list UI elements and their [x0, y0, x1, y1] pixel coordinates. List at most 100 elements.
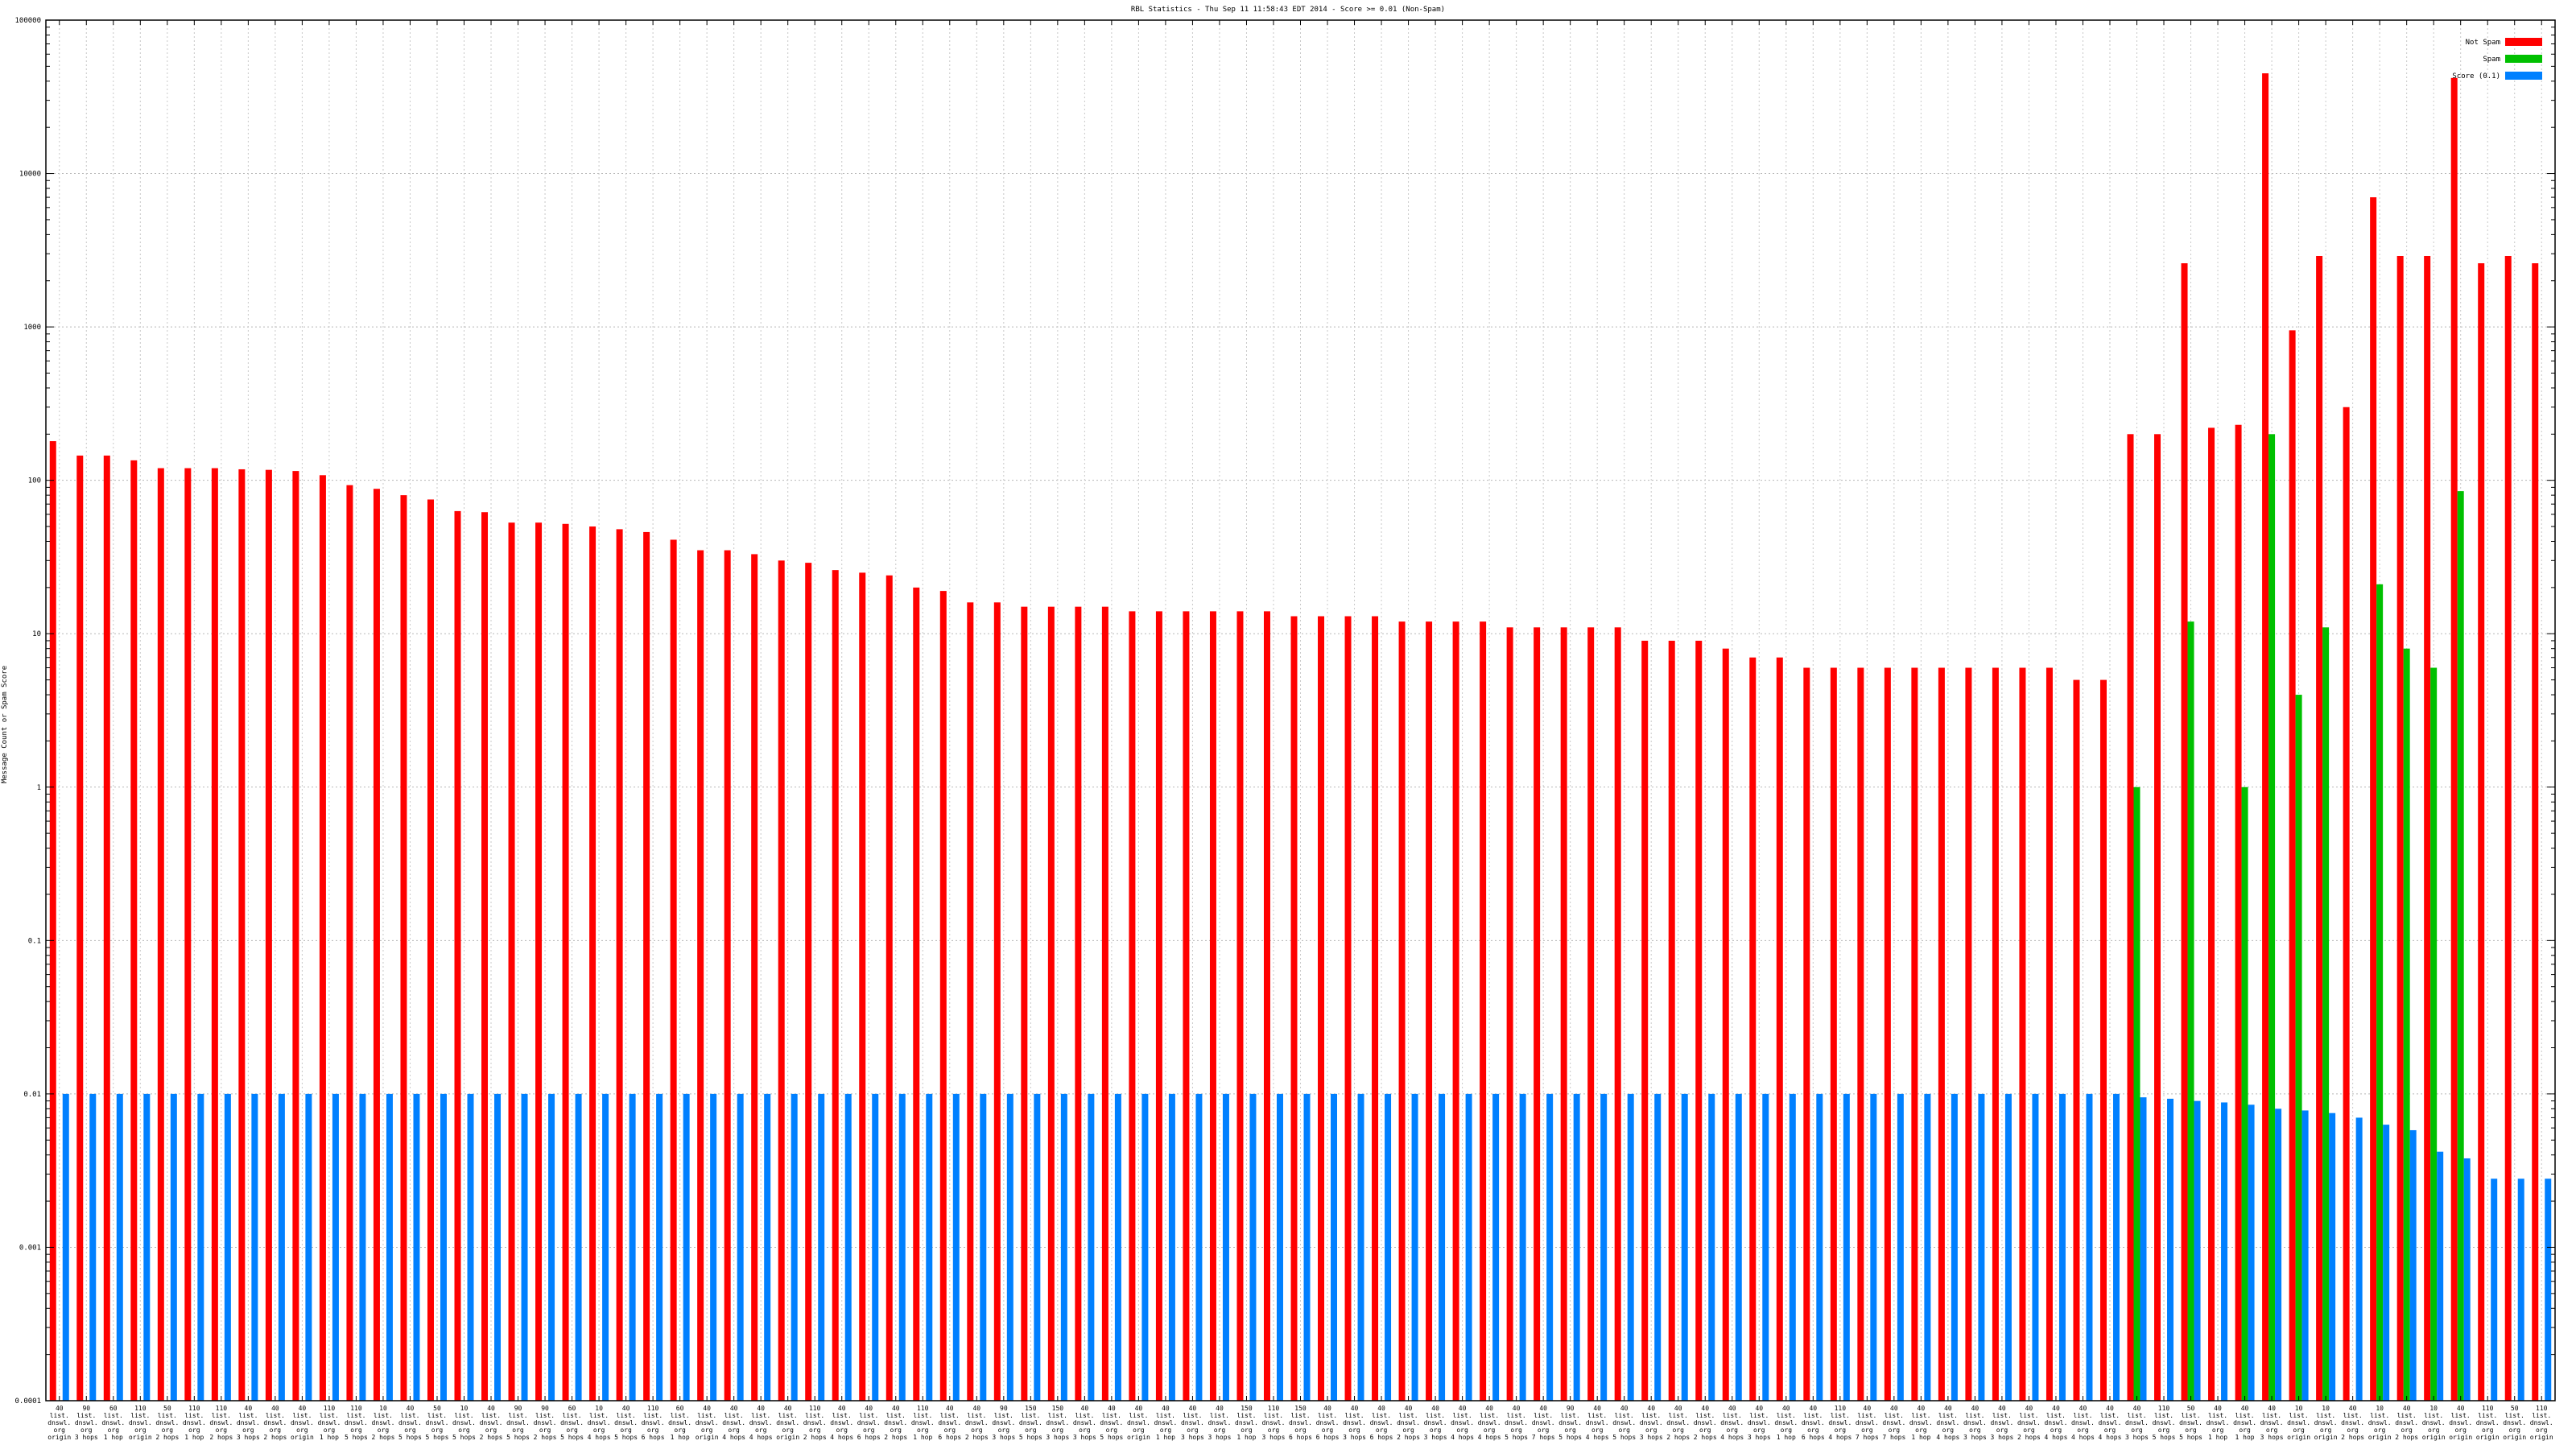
x-tick-label-line: dnswl.: [803, 1419, 827, 1426]
x-tick-label-line: 2 hops: [371, 1434, 394, 1441]
x-tick-label-line: 4 hops: [830, 1434, 853, 1441]
x-tick-label-line: list.: [1183, 1412, 1202, 1419]
bar-not-spam: [1722, 648, 1729, 1401]
x-tick-label-line: dnswl.: [2503, 1419, 2526, 1426]
bar-not-spam: [643, 531, 650, 1401]
x-tick-label: 40 list. dnswl. org 4 hops: [722, 1405, 745, 1441]
x-tick-label-line: org: [1348, 1426, 1360, 1434]
x-tick-label-line: dnswl.: [209, 1419, 233, 1426]
x-tick-label: 40 list. dnswl. org 2 hops: [263, 1405, 287, 1441]
x-tick-label-line: 40: [892, 1405, 900, 1412]
x-tick-label-line: dnswl.: [534, 1419, 557, 1426]
x-tick-label-line: org: [2508, 1426, 2520, 1434]
x-tick-label: 10 list. dnswl. org 2 hops: [371, 1405, 394, 1441]
x-tick-label: 40 list. dnswl. org origin: [696, 1405, 719, 1441]
x-tick-label-line: org: [54, 1426, 66, 1434]
x-tick-label-line: 5 hops: [1612, 1434, 1636, 1441]
bar-not-spam: [103, 455, 110, 1401]
x-tick-label-line: dnswl.: [263, 1419, 287, 1426]
x-tick-label-line: 40: [1351, 1405, 1359, 1412]
x-tick-label-line: 6 hops: [642, 1434, 665, 1441]
y-tick-label: 1: [37, 784, 41, 792]
x-tick-label-line: list.: [1803, 1412, 1823, 1419]
x-tick-label-line: 40: [1539, 1405, 1547, 1412]
x-tick-label-line: list.: [1885, 1412, 1904, 1419]
x-tick-label-line: 40: [1431, 1405, 1439, 1412]
x-tick-label-line: 110: [324, 1405, 336, 1412]
bar-not-spam: [1209, 611, 1216, 1401]
bar-not-spam: [1129, 611, 1136, 1401]
x-tick-label-line: 6 hops: [938, 1434, 961, 1441]
x-tick-label-line: 10: [2322, 1405, 2330, 1412]
x-tick-label-line: list.: [2127, 1412, 2146, 1419]
x-tick-label: 110 list. dnswl. org 2 hops: [803, 1405, 827, 1441]
x-tick-label-line: list.: [2289, 1412, 2309, 1419]
x-tick-label: 40 list. dnswl. org 3 hops: [1990, 1405, 2013, 1441]
x-tick-label-line: 40: [1108, 1405, 1116, 1412]
x-tick-label-line: dnswl.: [2179, 1419, 2202, 1426]
x-tick-label-line: org: [782, 1426, 794, 1434]
x-tick-label-line: org: [80, 1426, 93, 1434]
bar-score: [764, 1093, 771, 1401]
bar-not-spam: [778, 560, 785, 1401]
bars: [49, 73, 2552, 1402]
x-tick-label: 40 list. dnswl. org 1 hop: [2207, 1405, 2230, 1441]
y-tick-label: 100000: [14, 17, 41, 25]
x-tick-label: 90 list. dnswl. org 5 hops: [1558, 1405, 1582, 1441]
bar-not-spam: [1830, 667, 1837, 1401]
bar-score: [1114, 1093, 1121, 1401]
x-tick-label-line: dnswl.: [1235, 1419, 1258, 1426]
x-tick-label-line: origin: [2476, 1434, 2500, 1441]
x-tick-label: 40 list. dnswl. org 3 hops: [2260, 1405, 2284, 1441]
x-tick-label-line: org: [1376, 1426, 1388, 1434]
x-tick-label-line: 4 hops: [588, 1434, 611, 1441]
x-tick-label-line: dnswl.: [129, 1419, 152, 1426]
bar-score: [2517, 1179, 2524, 1401]
x-tick-label: 40 list. dnswl. org 2 hops: [480, 1405, 503, 1441]
x-tick-label: 40 list. dnswl. org origin: [776, 1405, 799, 1441]
x-tick-label-line: dnswl.: [722, 1419, 745, 1426]
bar-not-spam: [2208, 427, 2215, 1401]
bar-score: [1735, 1093, 1742, 1401]
x-tick-label-line: 40: [1998, 1405, 2006, 1412]
x-tick-label-line: list.: [1344, 1412, 1364, 1419]
x-tick-label-line: 1 hop: [104, 1434, 123, 1441]
x-tick-label-line: dnswl.: [1073, 1419, 1096, 1426]
x-tick-label-line: org: [1538, 1426, 1550, 1434]
x-tick-label-line: 4 hops: [2071, 1434, 2095, 1441]
x-tick-label-line: list.: [2154, 1412, 2174, 1419]
bar-not-spam: [1668, 640, 1675, 1401]
x-tick-label-line: origin: [2368, 1434, 2392, 1441]
x-tick-label-line: org: [971, 1426, 983, 1434]
x-tick-label-line: org: [944, 1426, 956, 1434]
x-tick-label-line: dnswl.: [1802, 1419, 1825, 1426]
x-tick-label-line: 110: [1835, 1405, 1847, 1412]
bar-not-spam: [1695, 640, 1703, 1401]
bar-not-spam: [1965, 667, 1972, 1401]
x-tick-label-line: org: [431, 1426, 444, 1434]
x-tick-label: 40 list. dnswl. org origin: [2449, 1405, 2472, 1441]
x-tick-label-line: org: [1915, 1426, 1927, 1434]
x-tick-label-line: 4 hops: [2099, 1434, 2122, 1441]
x-tick-label-line: list.: [2343, 1412, 2363, 1419]
x-tick-label-line: list.: [1911, 1412, 1930, 1419]
x-tick-label: 40 list. dnswl. org 3 hops: [1640, 1405, 1663, 1441]
bar-not-spam: [589, 526, 597, 1402]
x-tick-label-line: dnswl.: [1720, 1419, 1744, 1426]
x-tick-label-line: list.: [697, 1412, 716, 1419]
x-tick-label-line: org: [1889, 1426, 1901, 1434]
x-tick-label-line: 6 hops: [1289, 1434, 1312, 1441]
bar-score: [629, 1093, 636, 1401]
x-tick-label-line: org: [216, 1426, 228, 1434]
x-tick-label: 40 list. dnswl. org 3 hops: [1073, 1405, 1096, 1441]
x-tick-label-line: 110: [1268, 1405, 1280, 1412]
x-tick-label-line: org: [2266, 1426, 2278, 1434]
x-tick-label-line: list.: [1480, 1412, 1499, 1419]
x-tick-label-line: 40: [972, 1405, 980, 1412]
x-tick-label-line: dnswl.: [2260, 1419, 2284, 1426]
x-tick-label: 60 list. dnswl. org 5 hops: [560, 1405, 584, 1441]
x-tick-label-line: dnswl.: [1316, 1419, 1340, 1426]
x-tick-label-line: list.: [589, 1412, 609, 1419]
x-tick-label-line: 40: [730, 1405, 738, 1412]
